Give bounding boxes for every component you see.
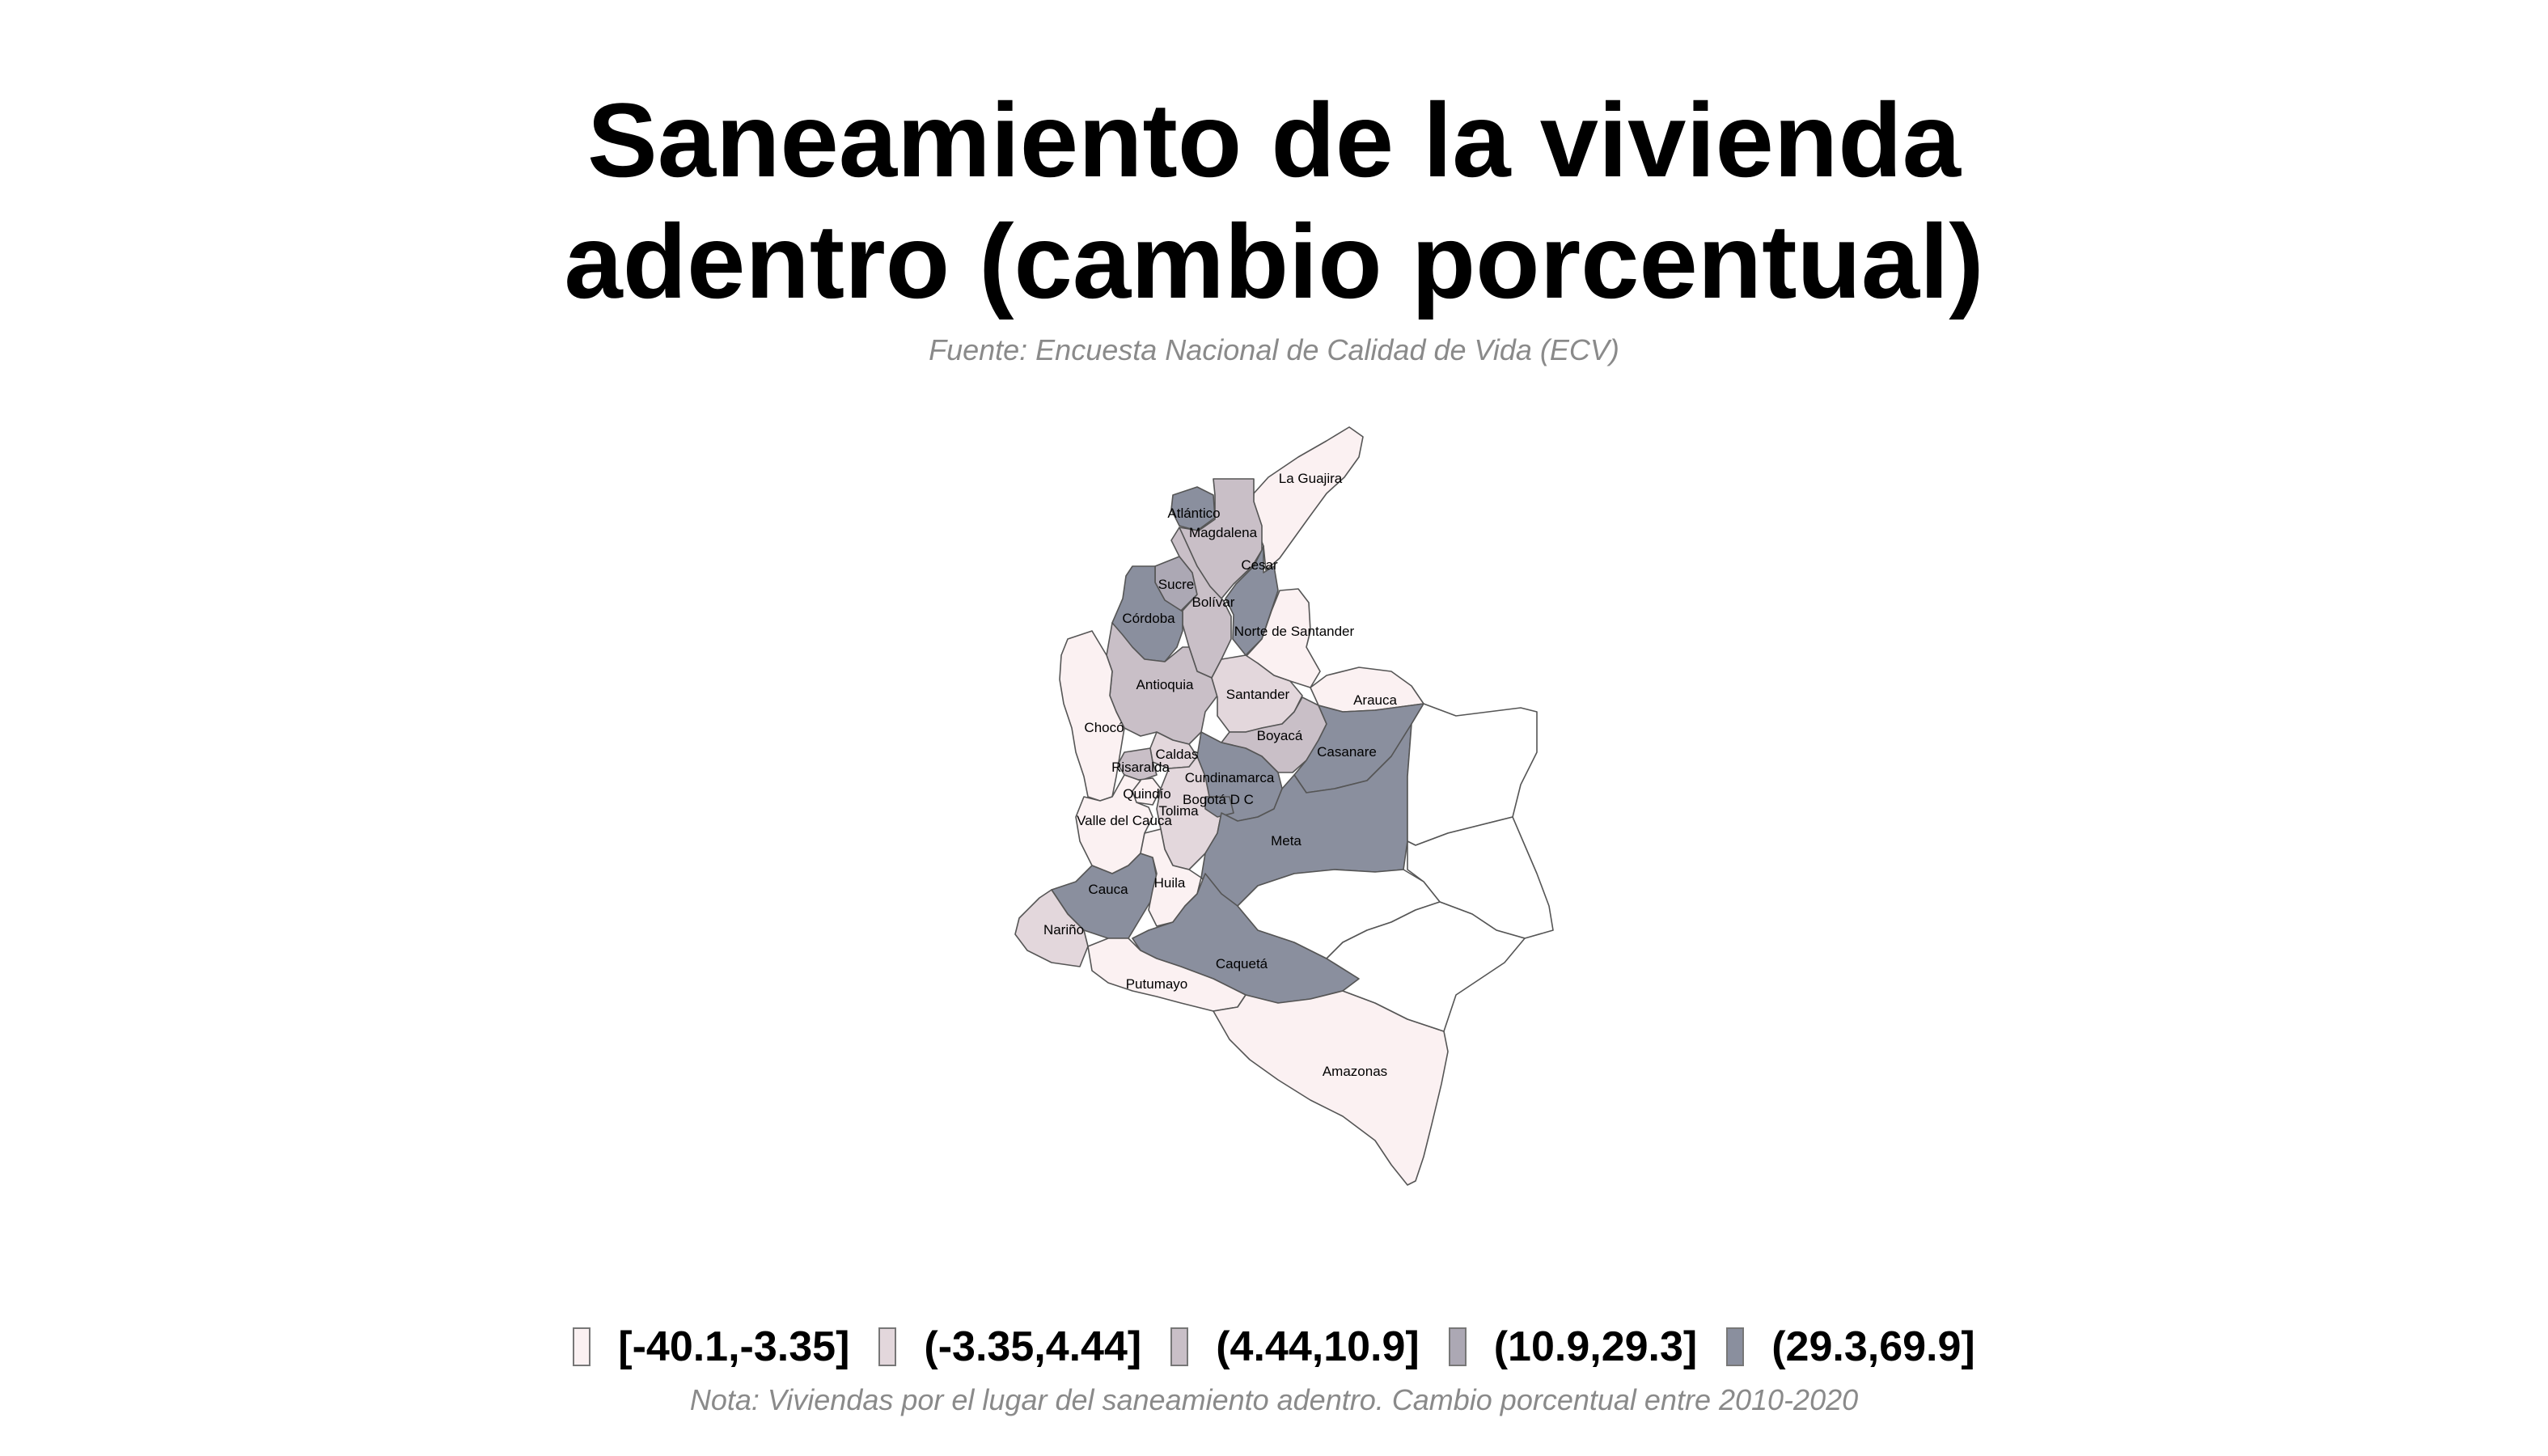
- legend-swatch: [1170, 1327, 1189, 1366]
- region-cesar: [1225, 545, 1279, 656]
- region-label-valle-del-cauca: Valle del Cauca: [1077, 813, 1172, 828]
- region-label-narino: Nariño: [1043, 922, 1084, 938]
- region-label-magdalena: Magdalena: [1189, 525, 1258, 540]
- legend-label: (-3.35,4.44]: [924, 1323, 1142, 1370]
- legend-item: (-3.35,4.44]: [878, 1323, 1141, 1371]
- region-label-meta: Meta: [1271, 833, 1302, 849]
- region-label-amazonas: Amazonas: [1323, 1064, 1387, 1079]
- legend-item: [-40.1,-3.35]: [573, 1323, 849, 1371]
- legend-swatch: [573, 1327, 591, 1366]
- legend-label: (10.9,29.3]: [1493, 1323, 1698, 1370]
- region-la-guajira: [1251, 426, 1364, 571]
- region-label-quindio: Quindío: [1123, 786, 1171, 802]
- region-label-bolivar: Bolívar: [1192, 595, 1235, 610]
- map-legend: [-40.1,-3.35] (-3.35,4.44] (4.44,10.9] (10.…: [0, 1318, 2548, 1375]
- region-label-sucre: Sucre: [1158, 577, 1194, 592]
- map-title-line-1: Saneamiento de la vivienda: [587, 81, 1961, 199]
- map-title-line-2: adentro (cambio porcentual): [564, 202, 1984, 320]
- region-label-cesar: Cesar: [1241, 557, 1278, 573]
- region-label-antioquia: Antioquia: [1136, 677, 1194, 692]
- legend-item: (10.9,29.3]: [1448, 1323, 1698, 1371]
- legend-item: (4.44,10.9]: [1170, 1323, 1420, 1371]
- map-source: Fuente: Encuesta Nacional de Calidad de …: [929, 333, 1619, 366]
- region-vichada: [1407, 703, 1538, 846]
- map-note: Nota: Viviendas por el lugar del saneami…: [689, 1383, 1859, 1416]
- region-label-caqueta: Caquetá: [1216, 956, 1268, 971]
- region-vaupes: [1326, 901, 1526, 1032]
- region-label-boyaca: Boyacá: [1257, 728, 1303, 743]
- legend-swatch: [1726, 1327, 1745, 1366]
- region-label-putumayo: Putumayo: [1126, 976, 1188, 992]
- region-label-norte-de-santander: Norte de Santander: [1234, 624, 1355, 639]
- region-risaralda: [1117, 747, 1158, 781]
- region-label-tolima: Tolima: [1158, 803, 1199, 819]
- region-amazonas: [1213, 990, 1449, 1186]
- region-label-choco: Chocó: [1084, 720, 1124, 735]
- region-label-santander: Santander: [1226, 687, 1290, 702]
- region-label-atlantico: Atlántico: [1167, 506, 1220, 521]
- region-label-cauca: Cauca: [1088, 882, 1128, 897]
- legend-label: (4.44,10.9]: [1216, 1323, 1420, 1370]
- region-label-arauca: Arauca: [1353, 692, 1397, 708]
- legend-label: (29.3,69.9]: [1771, 1323, 1975, 1370]
- region-label-risaralda: Risaralda: [1111, 760, 1170, 775]
- region-label-huila: Huila: [1154, 875, 1186, 891]
- region-label-bogota-d-c: Bogotá D C: [1183, 792, 1254, 807]
- region-valle-del-cauca: [1075, 774, 1153, 874]
- legend-item: (29.3,69.9]: [1726, 1323, 1975, 1371]
- legend-swatch: [1448, 1327, 1467, 1366]
- map-title: Saneamiento de la vivienda adentro (camb…: [0, 79, 2548, 322]
- legend-swatch: [878, 1327, 897, 1366]
- region-label-caldas: Caldas: [1156, 747, 1199, 762]
- region-label-cordoba: Córdoba: [1122, 611, 1175, 626]
- region-label-cundinamarca: Cundinamarca: [1185, 770, 1275, 785]
- legend-label: [-40.1,-3.35]: [618, 1323, 850, 1370]
- region-label-la-guajira: La Guajira: [1279, 471, 1343, 486]
- region-atlantico: [1170, 486, 1216, 531]
- region-label-casanare: Casanare: [1317, 744, 1377, 760]
